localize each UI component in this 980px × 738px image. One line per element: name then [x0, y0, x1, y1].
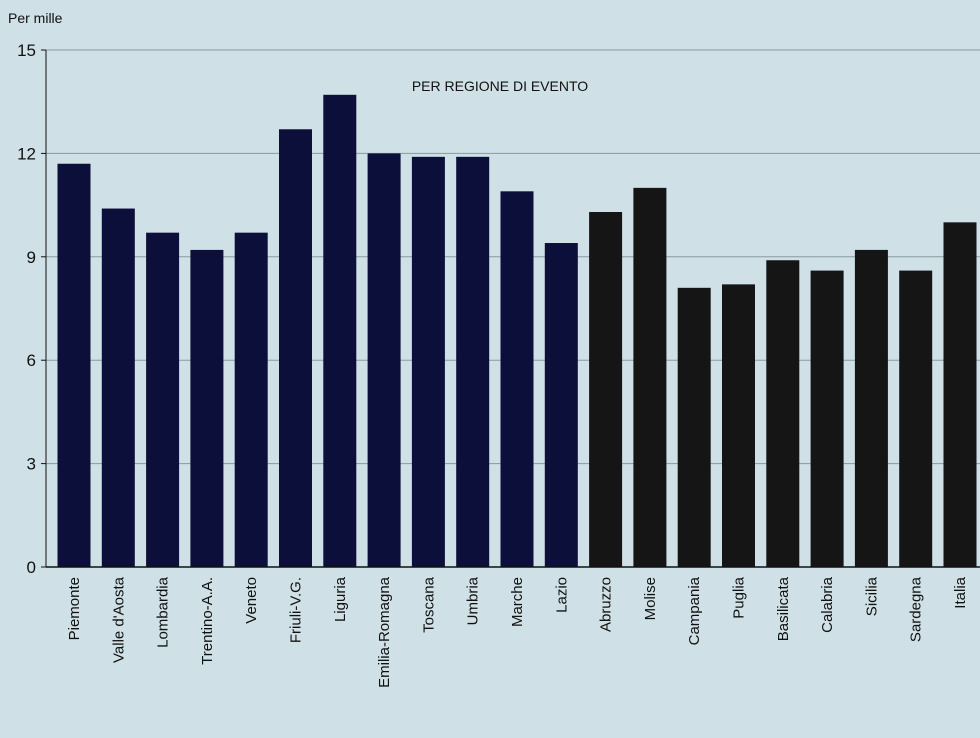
y-tick-label: 12 — [17, 144, 36, 163]
x-tick-label: Italia — [952, 576, 969, 608]
y-tick-label: 3 — [27, 455, 36, 474]
bar — [146, 232, 180, 567]
x-tick-label: Emilia-Romagna — [376, 576, 393, 688]
bar — [766, 260, 800, 567]
bar — [500, 191, 534, 567]
bar — [323, 94, 357, 567]
x-tick-label: Puglia — [731, 576, 748, 618]
bar — [456, 156, 490, 567]
x-tick-label: Lazio — [553, 577, 570, 613]
x-tick-label: Sardegna — [908, 576, 925, 642]
x-tick-label: Campania — [686, 576, 703, 645]
x-tick-label: Molise — [642, 577, 659, 620]
bar — [899, 270, 933, 567]
bar — [943, 222, 977, 568]
bar — [544, 243, 578, 567]
bar — [854, 249, 888, 567]
x-tick-label: Lombardia — [155, 576, 172, 648]
bar — [101, 208, 135, 567]
x-tick-label: Toscana — [420, 576, 437, 633]
y-tick-label: 15 — [17, 41, 36, 60]
bar — [677, 287, 711, 567]
x-tick-label: Umbria — [465, 576, 482, 625]
x-tick-label: Friuli-V.G. — [288, 577, 305, 643]
bar — [810, 270, 844, 567]
bar — [57, 163, 91, 568]
y-tick-label: 9 — [27, 248, 36, 267]
bar — [367, 153, 401, 567]
bars — [57, 94, 977, 568]
chart-title: PER REGIONE DI EVENTO — [412, 78, 588, 94]
bar — [633, 187, 667, 567]
x-tick-label: Abruzzo — [598, 577, 615, 632]
x-tick-label: Liguria — [332, 576, 349, 622]
x-tick-label: Valle d'Aosta — [110, 576, 127, 663]
x-axis-labels: Piemonte Valle d'Aosta Lombardia Trentino-A… — [66, 576, 969, 688]
bar — [411, 156, 445, 567]
bar — [279, 129, 312, 568]
x-tick-label: Veneto — [243, 577, 260, 624]
x-tick-label: Marche — [509, 577, 526, 627]
x-tick-label: Trentino-A.A. — [199, 577, 216, 665]
x-tick-label: Sicilia — [863, 576, 880, 616]
x-tick-label: Calabria — [819, 576, 836, 633]
y-tick-label: 6 — [27, 351, 36, 370]
y-axis-label: Per mille — [8, 10, 63, 26]
bar — [589, 211, 623, 567]
y-axis-ticks: 0 3 6 9 12 15 — [17, 41, 46, 577]
x-tick-label: Basilicata — [775, 576, 792, 641]
bar — [190, 249, 224, 567]
x-tick-label: Piemonte — [66, 577, 83, 640]
bar — [722, 284, 755, 567]
y-tick-label: 0 — [27, 558, 36, 577]
bar — [234, 232, 268, 567]
